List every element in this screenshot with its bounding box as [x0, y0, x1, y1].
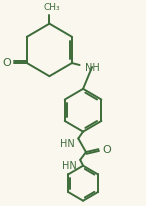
Text: CH₃: CH₃ [44, 3, 61, 12]
Text: NH: NH [85, 63, 100, 73]
Text: HN: HN [62, 160, 76, 170]
Text: O: O [3, 58, 12, 68]
Text: O: O [102, 144, 111, 154]
Text: HN: HN [60, 139, 74, 149]
